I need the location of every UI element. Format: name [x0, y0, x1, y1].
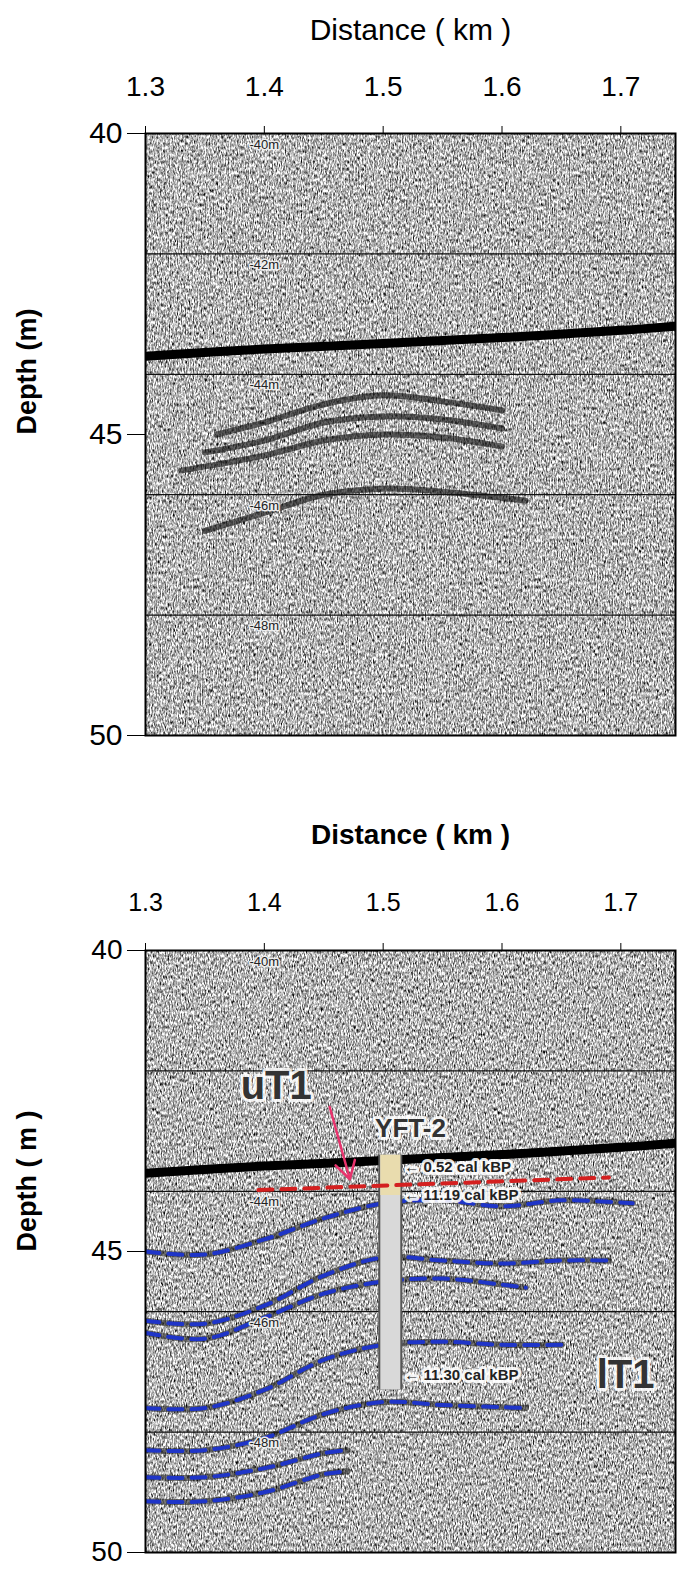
svg-text:1.4: 1.4 [247, 888, 282, 916]
svg-text:1.3: 1.3 [128, 888, 163, 916]
svg-text:-42m: -42m [250, 257, 280, 272]
svg-text:1.3: 1.3 [126, 71, 165, 102]
svg-text:45: 45 [91, 1235, 122, 1266]
svg-text:← 11.30 cal kBP: ← 11.30 cal kBP [404, 1366, 518, 1383]
svg-text:-48m: -48m [250, 618, 280, 633]
svg-text:Distance ( km ): Distance ( km ) [310, 13, 512, 46]
svg-text:-40m: -40m [250, 137, 280, 152]
svg-text:Depth (m): Depth (m) [12, 309, 42, 435]
svg-text:-40m: -40m [250, 954, 280, 969]
svg-text:1.7: 1.7 [603, 888, 638, 916]
svg-text:50: 50 [91, 1536, 122, 1567]
svg-text:-48m: -48m [250, 1435, 280, 1450]
svg-text:50: 50 [89, 718, 122, 751]
svg-text:45: 45 [89, 417, 122, 450]
svg-text:-46m: -46m [250, 498, 280, 513]
svg-text:lT1: lT1 [597, 1352, 655, 1396]
svg-text:Distance ( km ): Distance ( km ) [311, 819, 510, 850]
svg-text:YFT-2: YFT-2 [375, 1113, 446, 1143]
svg-text:← 11.19 cal kBP: ← 11.19 cal kBP [404, 1186, 518, 1203]
svg-text:Depth ( m ): Depth ( m ) [12, 1111, 42, 1252]
svg-text:40: 40 [89, 116, 122, 149]
svg-text:1.4: 1.4 [245, 71, 284, 102]
svg-text:1.6: 1.6 [483, 71, 522, 102]
svg-text:-46m: -46m [250, 1315, 280, 1330]
svg-text:-44m: -44m [250, 1194, 280, 1209]
svg-text:uT1: uT1 [241, 1063, 312, 1107]
svg-text:-44m: -44m [250, 377, 280, 392]
svg-text:40: 40 [91, 934, 122, 965]
svg-text:1.6: 1.6 [485, 888, 520, 916]
svg-text:← 0.52 cal kBP: ← 0.52 cal kBP [404, 1158, 511, 1175]
svg-text:1.5: 1.5 [364, 71, 403, 102]
svg-text:1.5: 1.5 [366, 888, 401, 916]
svg-text:1.7: 1.7 [601, 71, 640, 102]
